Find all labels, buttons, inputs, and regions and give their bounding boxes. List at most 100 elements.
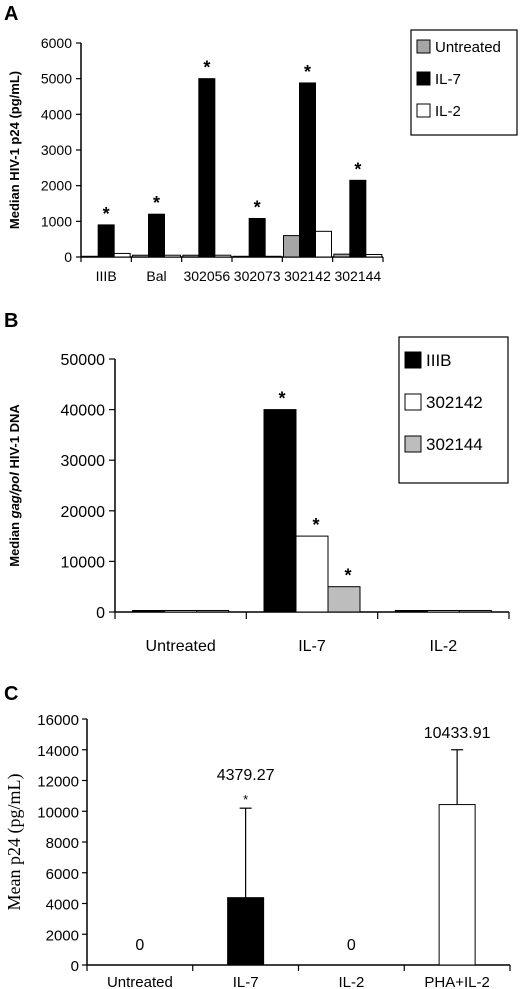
x-tick-label: 302056	[183, 268, 230, 284]
y-tick-label: 8000	[46, 835, 79, 852]
y-tick-label: 5000	[41, 71, 72, 87]
legend-label: Untreated	[435, 39, 501, 56]
bar-il-7	[349, 179, 367, 258]
legend-swatch	[404, 435, 422, 453]
significance-star: *	[243, 792, 248, 807]
bar-iiib	[132, 609, 166, 613]
panel-a-letter: A	[4, 3, 18, 25]
y-tick-label: 30000	[61, 453, 106, 470]
bar-il-2	[214, 254, 232, 258]
bar-il-7	[227, 897, 265, 966]
panel-b-bars: * * *	[132, 389, 492, 613]
y-tick-label: 40000	[61, 403, 106, 420]
legend-label: IL-7	[435, 71, 461, 88]
y-tick-label: 6000	[41, 35, 72, 51]
y-tick-label: 0	[71, 958, 79, 975]
y-tick-label: 4000	[41, 106, 72, 122]
bar-il-7	[248, 217, 266, 258]
bar-302144	[327, 586, 361, 613]
legend-label: IL-2	[435, 103, 461, 120]
data-label: 10433.91	[424, 725, 491, 742]
y-axis-label: Median HIV-1 p24 (pg/mL)	[7, 71, 22, 229]
x-tick-label: IL-2	[430, 638, 458, 655]
panel-c: C 0 2000 4000 6000 8000 10000 12000 14000 16000 U…	[4, 683, 511, 989]
bar-iiib	[263, 409, 297, 613]
y-axis-label-part: gag/pol	[7, 472, 22, 520]
panel-c-bars: 0 4379.27 * 0 10433.91	[135, 725, 491, 966]
legend-label: IIIB	[426, 351, 452, 370]
bar-il-7	[299, 82, 316, 258]
x-tick-label: 302142	[284, 268, 331, 284]
y-tick-label: 2000	[46, 927, 79, 944]
y-tick-label: 14000	[37, 743, 79, 760]
y-axis-label: Mean p24 (pg/mL)	[4, 774, 25, 911]
bar-untreated	[182, 254, 200, 258]
significance-star: *	[254, 197, 261, 217]
bar-untreated	[333, 253, 351, 258]
panel-b: B 0 10000 20000 30000 40000 50000 Untreated IL-…	[4, 310, 510, 655]
bar-il-2	[164, 254, 181, 258]
panel-a-legend: Untreated IL-7 IL-2	[410, 29, 518, 136]
y-tick-label: 0	[96, 605, 105, 622]
significance-star: *	[354, 159, 361, 179]
bar-302142	[295, 535, 329, 613]
legend-swatch	[404, 351, 422, 369]
y-tick-label: 10000	[61, 554, 106, 571]
x-tick-label: 302144	[334, 268, 381, 284]
panel-b-axes: 0 10000 20000 30000 40000 50000 Untreated IL-7 I…	[7, 352, 510, 655]
x-tick-label: IL-2	[338, 974, 364, 989]
significance-star: *	[278, 389, 285, 409]
bar-il-2	[113, 252, 131, 258]
x-tick-label: Untreated	[146, 638, 216, 655]
data-label: 0	[347, 937, 356, 954]
y-tick-label: 0	[64, 249, 72, 265]
panel-c-letter: C	[4, 683, 18, 705]
x-tick-label: 302073	[234, 268, 281, 284]
panel-a: A 0 1000 2000 3000 4000 5000 6000 IIIB Bal 302056…	[4, 3, 518, 284]
significance-star: *	[312, 515, 319, 535]
bar-pha-il-2	[438, 804, 476, 966]
bar-302142	[426, 609, 460, 613]
legend-swatch	[416, 39, 431, 54]
bar-il-7	[148, 213, 165, 258]
bar-302142	[164, 609, 198, 613]
bar-untreated	[132, 254, 149, 258]
y-tick-label: 10000	[37, 804, 79, 821]
significance-star: *	[344, 566, 351, 586]
panel-a-bars: * * * * * *	[81, 58, 383, 258]
bar-il-2	[315, 230, 332, 258]
data-label: 4379.27	[217, 767, 275, 784]
bar-untreated	[232, 255, 250, 258]
significance-star: *	[203, 58, 210, 78]
y-axis-label-part: Median	[7, 518, 22, 566]
bar-il-7	[198, 78, 216, 258]
y-tick-label: 3000	[41, 142, 72, 158]
y-tick-label: 6000	[46, 866, 79, 883]
y-tick-label: 50000	[61, 352, 106, 369]
y-tick-label: 20000	[61, 504, 106, 521]
panel-b-legend: IIIB 302142 302144	[398, 336, 509, 484]
y-tick-label: 16000	[37, 712, 79, 729]
legend-swatch	[404, 393, 422, 411]
data-label: 0	[135, 937, 144, 954]
y-tick-label: 1000	[41, 213, 72, 229]
x-tick-label: Untreated	[107, 974, 173, 989]
significance-star: *	[304, 62, 311, 82]
bar-302144	[196, 609, 230, 613]
bar-302144	[458, 609, 492, 613]
x-tick-label: Bal	[146, 268, 166, 284]
y-axis-label-part: HIV-1 DNA	[7, 404, 22, 473]
y-axis-label: Median gag/pol HIV-1 DNA	[7, 404, 22, 567]
legend-swatch	[416, 71, 431, 86]
x-tick-label: PHA+IL-2	[424, 974, 489, 989]
bar-iiib	[394, 609, 428, 613]
significance-star: *	[153, 193, 160, 213]
y-tick-label: 2000	[41, 178, 72, 194]
legend-swatch	[416, 103, 431, 118]
y-tick-label: 4000	[46, 897, 79, 914]
significance-star: *	[103, 204, 110, 224]
x-tick-label: IL-7	[233, 974, 259, 989]
bar-il-2	[264, 255, 282, 258]
